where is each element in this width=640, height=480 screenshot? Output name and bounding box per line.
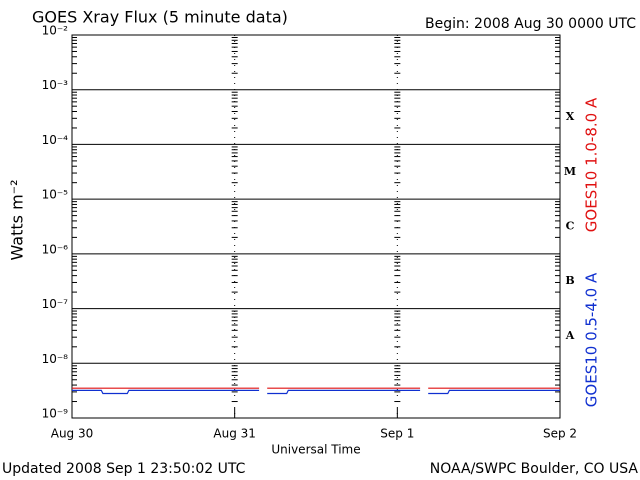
x-tick-label: Aug 30: [51, 427, 94, 441]
chart-title: GOES Xray Flux (5 minute data): [32, 8, 288, 27]
flare-class-label: X: [566, 110, 575, 123]
y-tick-label: 10⁻⁴: [42, 133, 69, 147]
x-tick-label: Sep 1: [380, 427, 414, 441]
y-axis-label: Watts m⁻²: [8, 179, 27, 260]
source-label: NOAA/SWPC Boulder, CO USA: [430, 461, 639, 477]
legend-entry: GOES10 0.5-4.0 A: [583, 272, 601, 407]
y-tick-label: 10⁻⁷: [42, 297, 69, 311]
y-tick-label: 10⁻⁹: [42, 407, 69, 421]
flare-class-label: A: [565, 329, 575, 342]
x-tick-label: Sep 2: [543, 427, 577, 441]
flare-class-label: C: [566, 220, 575, 233]
flare-class-label: B: [565, 274, 574, 287]
flare-class-label: M: [564, 165, 576, 178]
x-tick-label: Aug 31: [213, 427, 256, 441]
y-tick-label: 10⁻⁶: [42, 242, 69, 256]
y-tick-label: 10⁻²: [42, 24, 69, 38]
legend-entry: GOES10 1.0-8.0 A: [583, 97, 601, 232]
y-tick-label: 10⁻³: [42, 78, 69, 92]
y-tick-label: 10⁻⁵: [42, 188, 69, 202]
plot-frame: [71, 34, 561, 419]
begin-label: Begin: 2008 Aug 30 0000 UTC: [425, 16, 636, 32]
updated-label: Updated 2008 Sep 1 23:50:02 UTC: [2, 461, 246, 477]
x-axis-label: Universal Time: [271, 443, 360, 457]
y-tick-label: 10⁻⁸: [42, 352, 69, 366]
series-line: [72, 389, 560, 395]
